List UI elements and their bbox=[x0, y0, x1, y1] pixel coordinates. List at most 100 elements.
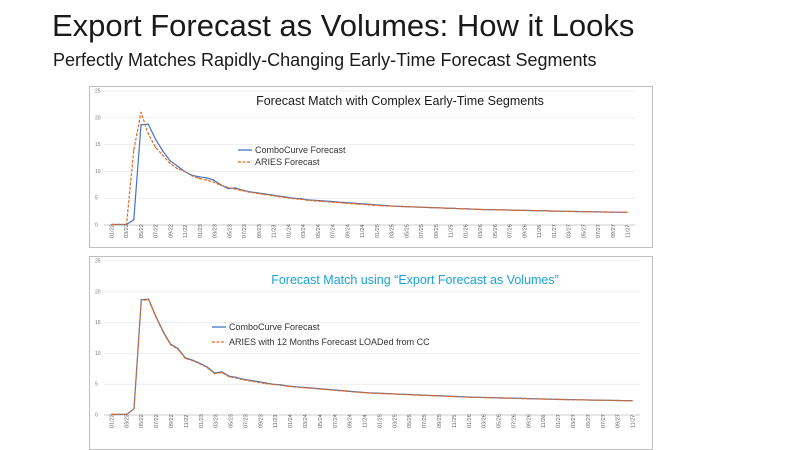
data-point bbox=[459, 207, 461, 210]
data-point bbox=[205, 177, 207, 179]
data-point bbox=[301, 386, 304, 389]
x-tick-label: 01/23 bbox=[198, 224, 204, 238]
data-point bbox=[626, 211, 628, 214]
data-point bbox=[256, 192, 258, 195]
data-point bbox=[234, 187, 237, 189]
data-point bbox=[444, 207, 447, 209]
data-point bbox=[191, 174, 193, 177]
x-tick-label: 01/27 bbox=[552, 224, 558, 238]
data-point bbox=[118, 223, 120, 226]
data-point bbox=[418, 394, 421, 396]
data-point bbox=[140, 299, 142, 302]
data-point bbox=[125, 413, 128, 416]
x-tick-label: 03/22 bbox=[124, 224, 130, 238]
data-point bbox=[176, 168, 178, 170]
data-point bbox=[309, 387, 311, 389]
x-tick-label: 07/26 bbox=[508, 224, 514, 238]
data-point bbox=[452, 207, 454, 210]
data-point bbox=[565, 398, 567, 401]
data-point bbox=[426, 394, 428, 397]
data-point bbox=[401, 205, 403, 208]
x-tick-label: 05/22 bbox=[139, 224, 145, 238]
x-tick-label: 03/25 bbox=[390, 224, 396, 238]
y-tick-label: 5 bbox=[95, 196, 98, 202]
data-point bbox=[198, 177, 200, 180]
data-point bbox=[408, 206, 411, 208]
x-tick-label: 07/24 bbox=[333, 414, 339, 428]
x-tick-label: 03/27 bbox=[567, 224, 573, 238]
data-point bbox=[343, 202, 345, 204]
data-point bbox=[294, 386, 296, 388]
data-point bbox=[594, 399, 597, 401]
x-tick-label: 03/27 bbox=[571, 414, 577, 428]
x-tick-label: 01/24 bbox=[286, 224, 292, 238]
x-tick-label: 09/23 bbox=[258, 414, 264, 428]
data-point bbox=[396, 393, 399, 395]
data-point bbox=[199, 363, 201, 365]
data-point bbox=[140, 111, 142, 114]
x-tick-label: 11/26 bbox=[537, 225, 543, 238]
data-point bbox=[279, 384, 282, 386]
data-point bbox=[133, 218, 135, 221]
data-point bbox=[580, 399, 582, 401]
data-point bbox=[299, 198, 302, 200]
data-point bbox=[331, 389, 333, 391]
data-point bbox=[287, 385, 289, 388]
data-point bbox=[437, 207, 440, 209]
data-point bbox=[499, 397, 501, 399]
data-point bbox=[183, 170, 186, 173]
y-tick-label: 0 bbox=[95, 413, 98, 419]
legend-label: ComboCurve Forecast bbox=[255, 145, 346, 155]
y-tick-label: 20 bbox=[95, 115, 101, 121]
x-tick-label: 01/26 bbox=[463, 224, 469, 238]
x-tick-label: 05/23 bbox=[227, 224, 233, 238]
data-point bbox=[514, 397, 516, 400]
x-tick-label: 09/27 bbox=[616, 414, 622, 428]
data-point bbox=[162, 331, 164, 334]
data-point bbox=[619, 211, 621, 213]
data-point bbox=[597, 211, 599, 213]
data-point bbox=[213, 373, 216, 375]
data-point bbox=[169, 162, 171, 165]
y-tick-label: 15 bbox=[95, 142, 101, 148]
data-point bbox=[191, 360, 194, 362]
data-point bbox=[206, 366, 208, 369]
data-point bbox=[532, 209, 534, 212]
data-point bbox=[155, 316, 157, 318]
x-tick-label: 09/23 bbox=[257, 224, 263, 238]
data-point bbox=[553, 210, 556, 212]
data-point bbox=[587, 399, 589, 401]
data-point bbox=[169, 159, 171, 162]
data-point bbox=[521, 397, 523, 400]
x-tick-label: 07/25 bbox=[422, 414, 428, 428]
data-point bbox=[430, 206, 432, 209]
y-tick-label: 15 bbox=[95, 320, 101, 326]
series-line-combocurve bbox=[112, 298, 633, 415]
data-point bbox=[492, 397, 494, 399]
data-point bbox=[415, 206, 418, 208]
data-point bbox=[350, 202, 353, 205]
legend-label: ARIES with 12 Months Forecast LOADed fro… bbox=[229, 337, 430, 347]
data-point bbox=[539, 210, 541, 212]
x-tick-label: 03/23 bbox=[213, 224, 219, 238]
x-tick-label: 11/24 bbox=[363, 415, 369, 428]
x-tick-label: 07/25 bbox=[419, 224, 425, 238]
data-point bbox=[227, 186, 229, 189]
x-tick-label: 05/24 bbox=[318, 414, 324, 428]
x-tick-label: 09/26 bbox=[526, 414, 532, 428]
data-point bbox=[184, 357, 186, 360]
data-point bbox=[147, 133, 149, 135]
chart-title: Forecast Match with Complex Early-Time S… bbox=[256, 94, 544, 108]
x-tick-label: 01/27 bbox=[556, 414, 562, 428]
data-point bbox=[448, 395, 450, 398]
x-tick-label: 07/23 bbox=[243, 414, 249, 428]
data-point bbox=[602, 399, 604, 401]
data-point bbox=[502, 209, 505, 211]
x-tick-label: 05/23 bbox=[229, 414, 235, 428]
x-tick-label: 05/27 bbox=[581, 224, 587, 238]
x-tick-label: 11/22 bbox=[183, 225, 189, 238]
y-tick-label: 0 bbox=[95, 223, 98, 229]
y-tick-label: 25 bbox=[95, 89, 101, 95]
data-point bbox=[386, 205, 389, 207]
data-point bbox=[316, 388, 318, 390]
